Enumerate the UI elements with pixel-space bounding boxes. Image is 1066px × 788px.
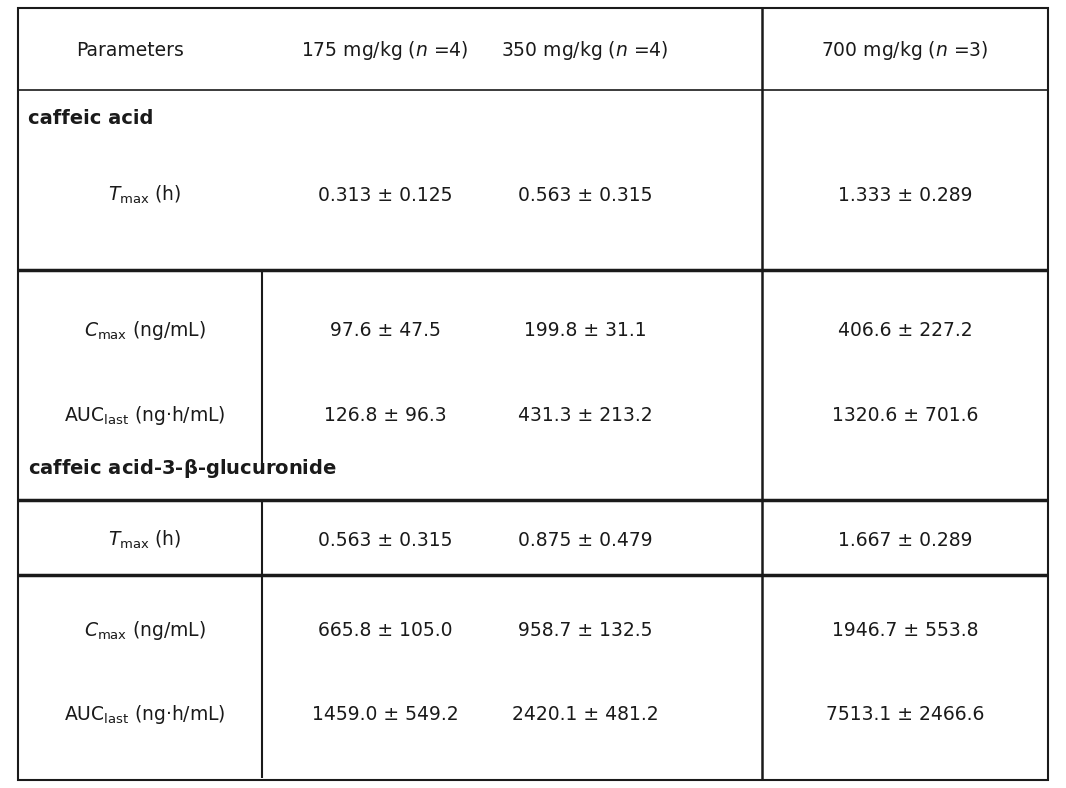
Text: 431.3 ± 213.2: 431.3 ± 213.2 bbox=[518, 406, 652, 425]
Text: 1459.0 ± 549.2: 1459.0 ± 549.2 bbox=[311, 705, 458, 724]
Text: 126.8 ± 96.3: 126.8 ± 96.3 bbox=[324, 406, 447, 425]
Text: $C_{\mathrm{max}}$ (ng/mL): $C_{\mathrm{max}}$ (ng/mL) bbox=[84, 619, 206, 641]
Text: 1946.7 ± 553.8: 1946.7 ± 553.8 bbox=[831, 620, 979, 640]
Text: 958.7 ± 132.5: 958.7 ± 132.5 bbox=[518, 620, 652, 640]
Text: 700 mg/kg ($\it{n}$ =3): 700 mg/kg ($\it{n}$ =3) bbox=[821, 39, 988, 61]
Text: caffeic acid-3-$\mathbf{\beta}$-glucuronide: caffeic acid-3-$\mathbf{\beta}$-glucuron… bbox=[28, 456, 337, 480]
Text: 350 mg/kg ($\it{n}$ =4): 350 mg/kg ($\it{n}$ =4) bbox=[501, 39, 668, 61]
Text: 0.313 ± 0.125: 0.313 ± 0.125 bbox=[318, 185, 452, 205]
Text: 7513.1 ± 2466.6: 7513.1 ± 2466.6 bbox=[826, 705, 984, 724]
Text: 1.667 ± 0.289: 1.667 ± 0.289 bbox=[838, 530, 972, 549]
Text: $\mathrm{AUC}_{\mathrm{last}}$ (ng·h/mL): $\mathrm{AUC}_{\mathrm{last}}$ (ng·h/mL) bbox=[64, 403, 226, 426]
Text: 97.6 ± 47.5: 97.6 ± 47.5 bbox=[329, 321, 440, 340]
Text: 199.8 ± 31.1: 199.8 ± 31.1 bbox=[523, 321, 646, 340]
Text: 1320.6 ± 701.6: 1320.6 ± 701.6 bbox=[831, 406, 979, 425]
Text: $T_{\mathrm{max}}$ (h): $T_{\mathrm{max}}$ (h) bbox=[109, 529, 181, 551]
Text: $C_{\mathrm{max}}$ (ng/mL): $C_{\mathrm{max}}$ (ng/mL) bbox=[84, 318, 206, 341]
Text: 1.333 ± 0.289: 1.333 ± 0.289 bbox=[838, 185, 972, 205]
Text: 2420.1 ± 481.2: 2420.1 ± 481.2 bbox=[512, 705, 659, 724]
Text: 0.875 ± 0.479: 0.875 ± 0.479 bbox=[518, 530, 652, 549]
Text: 406.6 ± 227.2: 406.6 ± 227.2 bbox=[838, 321, 972, 340]
Text: 0.563 ± 0.315: 0.563 ± 0.315 bbox=[518, 185, 652, 205]
Text: 665.8 ± 105.0: 665.8 ± 105.0 bbox=[318, 620, 452, 640]
Text: Parameters: Parameters bbox=[76, 40, 184, 60]
Text: $T_{\mathrm{max}}$ (h): $T_{\mathrm{max}}$ (h) bbox=[109, 184, 181, 206]
Text: 175 mg/kg ($\it{n}$ =4): 175 mg/kg ($\it{n}$ =4) bbox=[302, 39, 469, 61]
Text: caffeic acid: caffeic acid bbox=[28, 109, 154, 128]
Text: $\mathrm{AUC}_{\mathrm{last}}$ (ng·h/mL): $\mathrm{AUC}_{\mathrm{last}}$ (ng·h/mL) bbox=[64, 704, 226, 727]
Text: 0.563 ± 0.315: 0.563 ± 0.315 bbox=[318, 530, 452, 549]
